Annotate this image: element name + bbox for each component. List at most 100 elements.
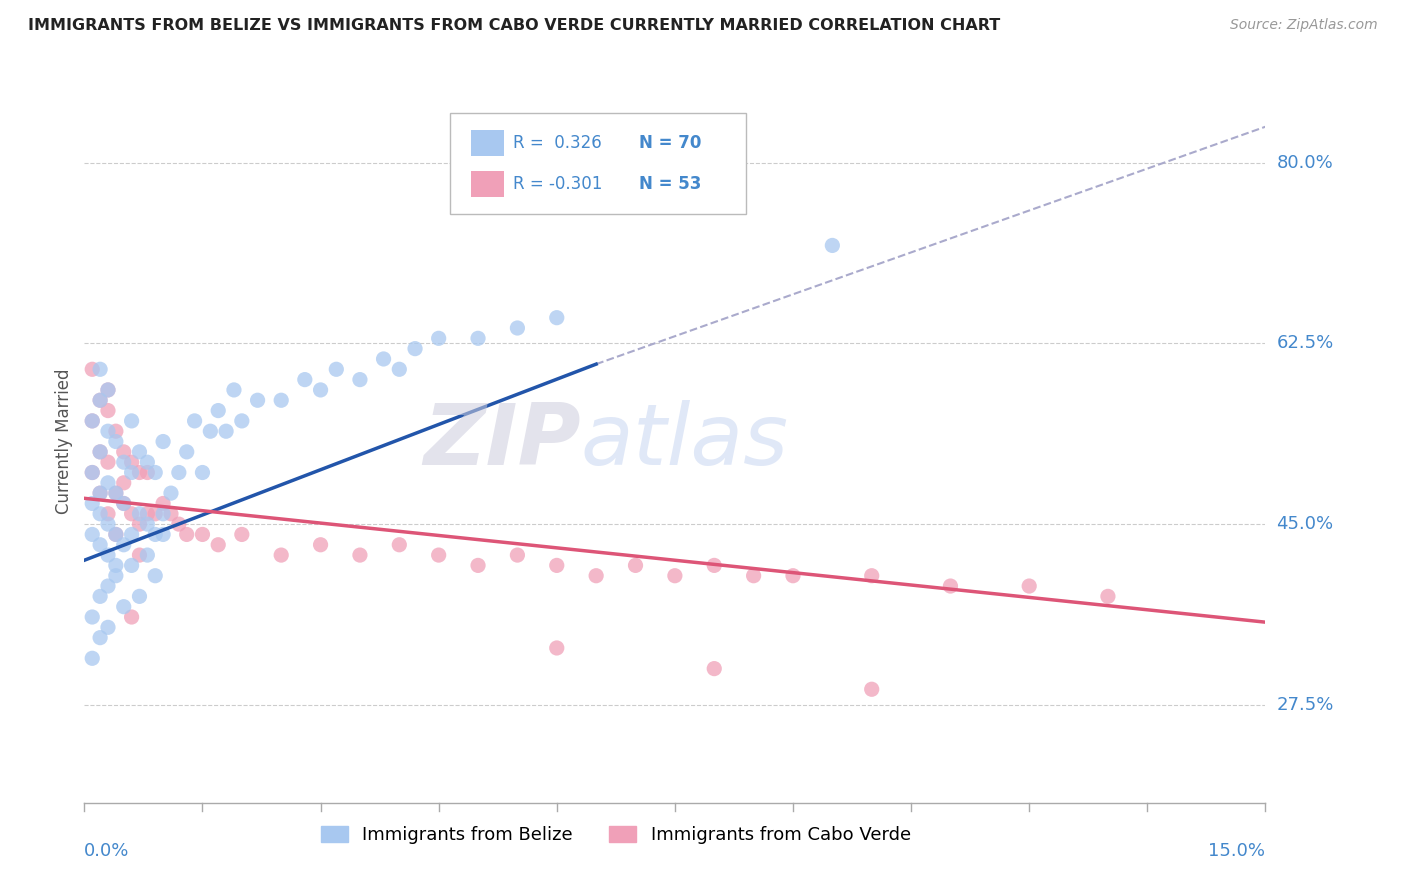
Legend: Immigrants from Belize, Immigrants from Cabo Verde: Immigrants from Belize, Immigrants from … <box>314 819 918 852</box>
Point <box>128 548 150 562</box>
Point <box>349 548 371 562</box>
Point <box>152 496 174 510</box>
Point <box>860 568 883 582</box>
Point <box>104 558 127 573</box>
Point <box>246 393 269 408</box>
Point <box>167 466 190 480</box>
Point <box>624 558 647 573</box>
Point <box>89 393 111 408</box>
Point <box>136 466 159 480</box>
Point <box>89 393 111 408</box>
Point <box>89 631 111 645</box>
Point <box>97 424 120 438</box>
Text: atlas: atlas <box>581 400 789 483</box>
Point <box>160 507 183 521</box>
Point <box>104 568 127 582</box>
Point <box>97 517 120 532</box>
Point <box>506 548 529 562</box>
Point <box>112 475 135 490</box>
Y-axis label: Currently Married: Currently Married <box>55 368 73 515</box>
Point <box>136 455 159 469</box>
Point <box>467 558 489 573</box>
FancyBboxPatch shape <box>450 112 745 214</box>
Point <box>121 507 143 521</box>
Point <box>782 568 804 582</box>
Point <box>89 362 111 376</box>
Text: R =  0.326: R = 0.326 <box>513 134 602 152</box>
Point <box>89 507 111 521</box>
Point <box>742 568 765 582</box>
Point <box>128 517 150 532</box>
Point <box>167 517 190 532</box>
Point <box>97 475 120 490</box>
Point <box>89 486 111 500</box>
Text: N = 70: N = 70 <box>640 134 702 152</box>
Point <box>349 373 371 387</box>
Point <box>97 383 120 397</box>
Point <box>191 466 214 480</box>
Point <box>143 568 166 582</box>
Point <box>104 527 127 541</box>
Point <box>207 403 229 417</box>
Point <box>128 507 150 521</box>
Point <box>546 640 568 655</box>
Point <box>860 682 883 697</box>
Point <box>388 362 411 376</box>
Point <box>136 507 159 521</box>
Point <box>121 455 143 469</box>
Point <box>82 496 104 510</box>
Point <box>506 321 529 335</box>
Point <box>104 424 127 438</box>
Point <box>546 310 568 325</box>
Point <box>82 466 104 480</box>
Point <box>82 610 104 624</box>
Point <box>104 486 127 500</box>
Point <box>112 445 135 459</box>
Point <box>215 424 238 438</box>
Point <box>231 527 253 541</box>
Point <box>160 486 183 500</box>
Text: 15.0%: 15.0% <box>1208 842 1265 860</box>
Point <box>97 507 120 521</box>
Point <box>183 414 205 428</box>
Point <box>128 466 150 480</box>
Bar <box>471 171 503 197</box>
Text: 45.0%: 45.0% <box>1277 515 1334 533</box>
Point <box>200 424 222 438</box>
Point <box>467 331 489 345</box>
Point <box>231 414 253 428</box>
Point <box>112 455 135 469</box>
Point <box>373 351 395 366</box>
Point <box>152 434 174 449</box>
Point <box>152 507 174 521</box>
Point <box>1097 590 1119 604</box>
Point <box>121 414 143 428</box>
Point <box>121 610 143 624</box>
Point <box>89 486 111 500</box>
Point <box>121 558 143 573</box>
Point <box>97 579 120 593</box>
Point <box>136 517 159 532</box>
Point <box>176 527 198 541</box>
Text: Source: ZipAtlas.com: Source: ZipAtlas.com <box>1230 18 1378 32</box>
Text: N = 53: N = 53 <box>640 175 702 193</box>
Point <box>585 568 607 582</box>
Point <box>821 238 844 252</box>
Point <box>112 496 135 510</box>
Point <box>152 527 174 541</box>
Point <box>143 527 166 541</box>
Point <box>104 486 127 500</box>
Point <box>97 383 120 397</box>
Text: 62.5%: 62.5% <box>1277 334 1334 352</box>
Point <box>176 445 198 459</box>
Point <box>703 662 725 676</box>
Point <box>89 445 111 459</box>
Point <box>97 620 120 634</box>
Point <box>121 527 143 541</box>
Point <box>309 383 332 397</box>
Point <box>207 538 229 552</box>
Point <box>309 538 332 552</box>
Point <box>89 445 111 459</box>
Point <box>104 527 127 541</box>
Point <box>82 414 104 428</box>
